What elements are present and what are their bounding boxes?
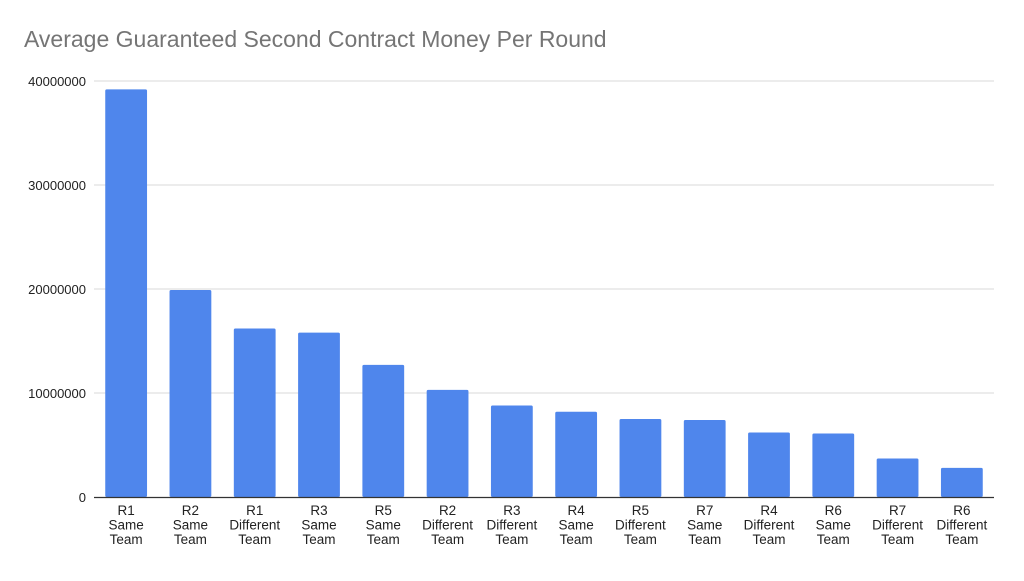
y-tick-label: 20000000 (28, 282, 86, 297)
bar (490, 405, 533, 497)
bar (362, 364, 405, 497)
x-category-label: R4 Different Team (744, 503, 795, 547)
x-category-label: R4 Same Team (559, 503, 594, 547)
x-category-label: R6 Different Team (936, 503, 987, 547)
x-category-label: R7 Same Team (687, 503, 722, 547)
bar (105, 89, 148, 497)
y-tick-label: 40000000 (28, 74, 86, 89)
y-tick-label: 30000000 (28, 178, 86, 193)
bar (748, 432, 790, 497)
x-category-label: R2 Same Team (173, 503, 208, 547)
bar (169, 290, 212, 497)
x-category-label: R5 Same Team (366, 503, 401, 547)
bar (426, 389, 469, 497)
x-category-label: R1 Different Team (229, 503, 280, 547)
bar (683, 420, 726, 497)
x-category-label: R7 Different Team (872, 503, 923, 547)
bar (298, 332, 340, 497)
bars (105, 89, 983, 497)
x-category-label: R1 Same Team (109, 503, 144, 547)
y-tick-label: 0 (79, 490, 86, 505)
bar (555, 411, 598, 497)
x-category-label: R6 Same Team (816, 503, 851, 547)
gridlines (94, 80, 994, 394)
x-category-label: R3 Same Team (301, 503, 336, 547)
x-category-label: R3 Different Team (486, 503, 537, 547)
bar (876, 458, 919, 497)
bar (940, 467, 983, 497)
x-category-label: R2 Different Team (422, 503, 473, 547)
bar (619, 419, 662, 497)
bar (812, 433, 855, 497)
x-category-label: R5 Different Team (615, 503, 666, 547)
y-tick-labels: 0 10000000 20000000 30000000 40000000 (28, 74, 86, 505)
y-tick-label: 10000000 (28, 386, 86, 401)
bar (233, 328, 276, 497)
chart-title: Average Guaranteed Second Contract Money… (24, 26, 607, 52)
x-category-labels: R1 Same Team R2 Same Team R1 Different Team R3 Sam… (109, 503, 988, 547)
